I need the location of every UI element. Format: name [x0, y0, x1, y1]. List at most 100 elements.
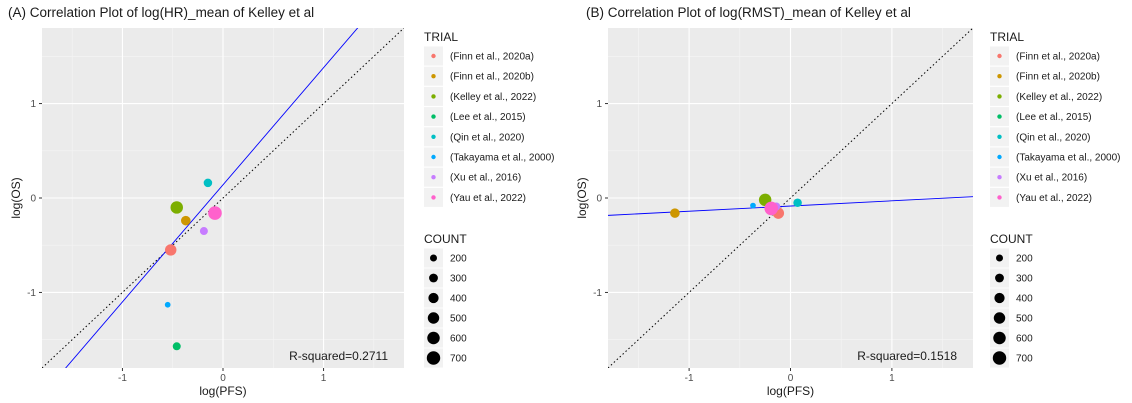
x-tick-label: 1 [321, 373, 327, 384]
legend-size-swatch [993, 331, 1006, 345]
data-point-5 [793, 198, 802, 207]
legend-size-swatch [995, 254, 1004, 262]
legend-swatch [431, 53, 436, 59]
x-tick-label: -1 [685, 373, 694, 384]
legend-swatch [997, 154, 1002, 160]
chart-title: (B) Correlation Plot of log(RMST)_mean o… [586, 5, 911, 20]
legend-label-trial: (Lee et al., 2015) [1016, 112, 1092, 123]
data-point-6 [164, 301, 171, 308]
data-point-1 [164, 244, 177, 256]
legend-size-swatch [992, 351, 1007, 365]
legend-label-trial: (Lee et al., 2015) [450, 112, 526, 123]
x-axis-title: log(PFS) [199, 384, 246, 398]
plot-area [42, 28, 404, 368]
legend-label-count: 400 [450, 294, 467, 305]
legend-size-swatch [428, 292, 439, 304]
chart-panel-b: (B) Correlation Plot of log(RMST)_mean o… [575, 5, 1121, 398]
legend-label-count: 500 [450, 314, 467, 325]
identity-line [42, 28, 404, 368]
legend-label-trial: (Xu et al., 2016) [1016, 173, 1087, 184]
x-tick-label: 0 [788, 373, 794, 384]
data-point-2 [181, 215, 191, 226]
legend-swatch [997, 134, 1002, 139]
y-tick-label: -1 [593, 288, 602, 299]
data-point-8 [764, 201, 779, 216]
legend-swatch [431, 114, 436, 119]
legend-size-swatch [429, 273, 438, 283]
legend-swatch [431, 154, 436, 160]
y-axis-title: log(OS) [9, 177, 23, 218]
plot-area [608, 28, 973, 368]
data-point-3 [170, 201, 183, 214]
legend-label-trial: (Finn et al., 2020a) [1016, 52, 1100, 63]
chart-title: (A) Correlation Plot of log(HR)_mean of … [8, 5, 314, 20]
legend-swatch [997, 53, 1002, 59]
legend-size-swatch [995, 273, 1004, 283]
x-tick-label: 1 [889, 373, 895, 384]
legend-size-swatch [426, 351, 441, 365]
legend-title-count: COUNT [990, 232, 1033, 246]
y-tick-label: 1 [30, 99, 36, 110]
data-point-5 [203, 178, 213, 188]
regression-line [65, 28, 359, 368]
legend-swatch [431, 134, 436, 139]
x-tick-label: 0 [220, 373, 226, 384]
legend-swatch [431, 74, 436, 79]
y-tick-label: 0 [30, 194, 36, 205]
legend-label-count: 700 [1016, 354, 1033, 365]
legend-size-swatch [427, 312, 440, 324]
legend-label-trial: (Takayama et al., 2000) [1016, 153, 1121, 164]
legend-label-count: 600 [450, 334, 467, 345]
legend-size-swatch [993, 312, 1006, 324]
y-axis-title: log(OS) [575, 177, 589, 218]
legend-swatch [997, 195, 1002, 200]
legend-label-count: 200 [1016, 254, 1033, 265]
legend-swatch [997, 175, 1002, 180]
chart-panel-a: (A) Correlation Plot of log(HR)_mean of … [8, 5, 555, 398]
legend-label-trial: (Qin et al., 2020) [1016, 132, 1090, 143]
legend-label-count: 500 [1016, 314, 1033, 325]
legend-size-swatch [429, 254, 438, 262]
legend-label-count: 200 [450, 254, 467, 265]
legend-label-trial: (Kelley et al., 2022) [450, 92, 536, 103]
identity-line [608, 28, 973, 368]
legend-size-swatch [427, 331, 440, 345]
data-point-7 [199, 227, 208, 236]
data-point-2 [670, 208, 680, 218]
data-point-8 [208, 206, 222, 220]
legend-label-count: 300 [1016, 274, 1033, 285]
y-tick-label: -1 [27, 288, 36, 299]
legend-swatch [997, 74, 1002, 79]
legend-swatch [431, 94, 436, 99]
legend-label-count: 700 [450, 354, 467, 365]
legend-label-trial: (Xu et al., 2016) [450, 173, 521, 184]
r-squared-annotation: R-squared=0.1518 [857, 349, 957, 363]
legend-label-trial: (Qin et al., 2020) [450, 132, 524, 143]
x-axis-title: log(PFS) [767, 384, 814, 398]
legend-label-count: 600 [1016, 334, 1033, 345]
data-point-4 [172, 342, 181, 351]
regression-line [608, 196, 973, 216]
data-point-6 [750, 202, 756, 209]
legend-swatch [431, 175, 436, 180]
legend-label-count: 300 [450, 274, 467, 285]
legend-label-trial: (Finn et al., 2020b) [1016, 72, 1100, 83]
legend-swatch [997, 114, 1002, 119]
legend-title-count: COUNT [424, 232, 467, 246]
legend-label-trial: (Takayama et al., 2000) [450, 153, 555, 164]
y-tick-label: 0 [596, 194, 602, 205]
legend-title-trial: TRIAL [424, 30, 458, 44]
y-tick-label: 1 [596, 99, 602, 110]
legend: TRIAL (Finn et al., 2020a) (Finn et al., 2… [990, 30, 1121, 368]
r-squared-annotation: R-squared=0.2711 [289, 349, 388, 363]
legend-label-trial: (Yau et al., 2022) [450, 193, 526, 204]
legend-label-trial: (Kelley et al., 2022) [1016, 92, 1102, 103]
x-tick-label: -1 [118, 373, 127, 384]
legend-label-count: 400 [1016, 294, 1033, 305]
legend-title-trial: TRIAL [990, 30, 1024, 44]
legend-label-trial: (Yau et al., 2022) [1016, 193, 1092, 204]
legend: TRIAL (Finn et al., 2020a) (Finn et al., 2… [424, 30, 555, 368]
legend-label-trial: (Finn et al., 2020b) [450, 72, 534, 83]
legend-label-trial: (Finn et al., 2020a) [450, 52, 534, 63]
